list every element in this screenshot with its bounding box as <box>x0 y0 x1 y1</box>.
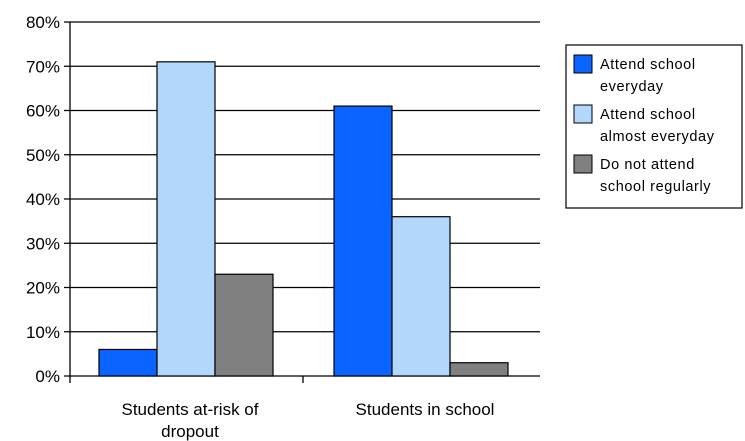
bar <box>391 216 451 377</box>
y-tick-label: 70% <box>26 57 60 76</box>
y-tick-label: 50% <box>26 146 60 165</box>
legend-label: school regularly <box>600 179 711 195</box>
y-tick-label: 60% <box>26 102 60 121</box>
bars <box>98 61 509 377</box>
y-axis-tick-labels: 0% 10% 20% 30% 40% 50% 60% 70% 80% <box>26 13 60 386</box>
y-tick-label: 10% <box>26 323 60 342</box>
legend-label: Attend school <box>600 107 696 123</box>
bar <box>98 348 158 377</box>
legend-swatch <box>573 104 593 124</box>
axes <box>69 22 304 383</box>
bar <box>214 273 274 377</box>
legend-label: everyday <box>600 79 664 95</box>
legend-swatch <box>573 154 593 174</box>
bar <box>449 362 509 377</box>
gridlines <box>64 21 540 377</box>
legend-label: almost everyday <box>600 129 715 145</box>
y-tick-label: 40% <box>26 190 60 209</box>
x-category-label: dropout <box>161 422 219 441</box>
y-tick-label: 20% <box>26 279 60 298</box>
x-category-label: Students in school <box>356 400 495 419</box>
x-axis-category-labels: Students at-risk of dropout Students in sc… <box>121 400 494 441</box>
y-tick-label: 0% <box>35 367 60 386</box>
legend-box <box>565 44 743 209</box>
legend-swatch <box>573 54 593 74</box>
legend: Attend school everyday Attend school almost… <box>565 44 743 209</box>
legend-label: Attend school <box>600 57 696 73</box>
legend-label: Do not attend <box>600 157 695 173</box>
bar <box>156 61 216 377</box>
y-tick-label: 80% <box>26 13 60 32</box>
x-category-label: Students at-risk of <box>121 400 258 419</box>
y-tick-label: 30% <box>26 234 60 253</box>
bar <box>333 105 393 377</box>
